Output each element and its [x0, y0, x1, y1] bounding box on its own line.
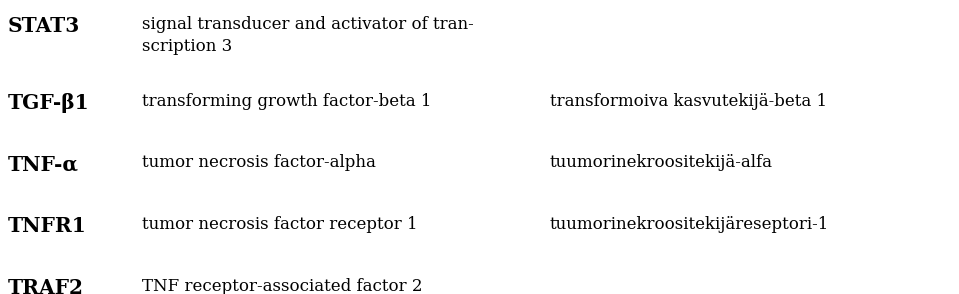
Text: transforming growth factor-beta 1: transforming growth factor-beta 1 [142, 93, 432, 110]
Text: TRAF2: TRAF2 [8, 278, 83, 294]
Text: TNF receptor-associated factor 2: TNF receptor-associated factor 2 [142, 278, 422, 294]
Text: tumor necrosis factor receptor 1: tumor necrosis factor receptor 1 [142, 216, 417, 233]
Text: tuumorinekroositekijäreseptori-1: tuumorinekroositekijäreseptori-1 [550, 216, 829, 233]
Text: STAT3: STAT3 [8, 16, 80, 36]
Text: TGF-β1: TGF-β1 [8, 93, 89, 113]
Text: tumor necrosis factor-alpha: tumor necrosis factor-alpha [142, 154, 376, 171]
Text: transformoiva kasvutekijä-beta 1: transformoiva kasvutekijä-beta 1 [550, 93, 827, 110]
Text: tuumorinekroositekijä-alfa: tuumorinekroositekijä-alfa [550, 154, 773, 171]
Text: TNF-α: TNF-α [8, 154, 79, 174]
Text: TNFR1: TNFR1 [8, 216, 86, 236]
Text: signal transducer and activator of tran-
scription 3: signal transducer and activator of tran-… [142, 16, 474, 55]
